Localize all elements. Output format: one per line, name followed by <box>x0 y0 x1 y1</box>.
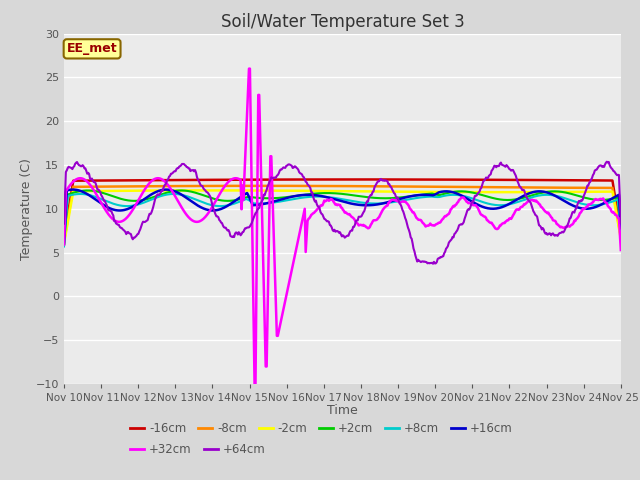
Legend: +32cm, +64cm: +32cm, +64cm <box>125 438 270 460</box>
X-axis label: Time: Time <box>327 405 358 418</box>
Title: Soil/Water Temperature Set 3: Soil/Water Temperature Set 3 <box>221 12 464 31</box>
Text: EE_met: EE_met <box>67 42 117 55</box>
Y-axis label: Temperature (C): Temperature (C) <box>20 158 33 260</box>
